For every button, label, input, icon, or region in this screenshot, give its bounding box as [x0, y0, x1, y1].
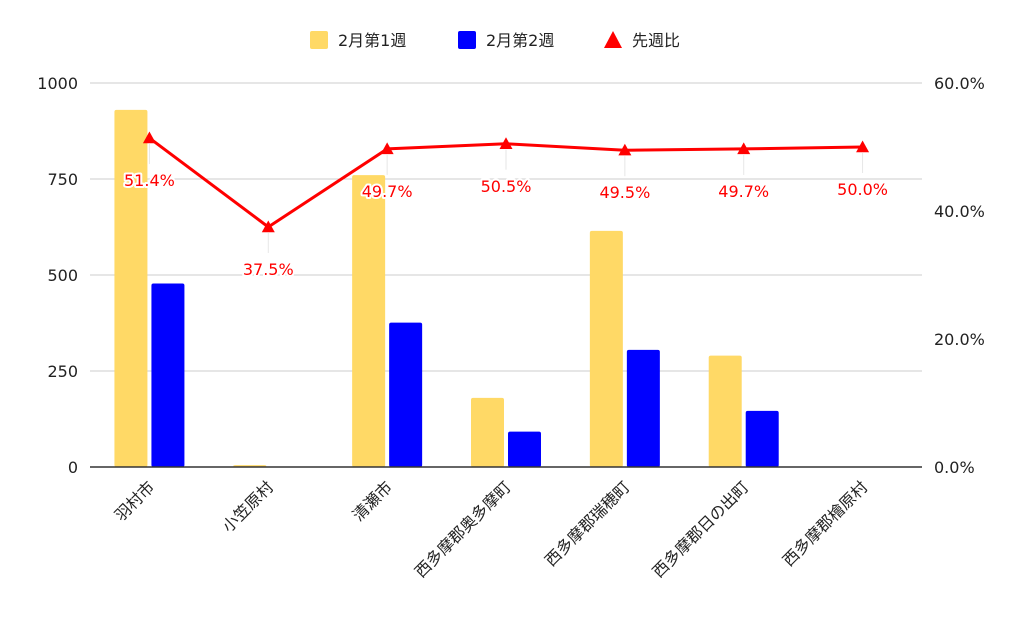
bar: [389, 322, 423, 467]
y-left-tick-label: 250: [47, 362, 78, 381]
bar: [708, 355, 742, 467]
legend-item: 2月第1週: [310, 31, 406, 50]
line-marker: [261, 220, 275, 233]
gridlines: [90, 82, 922, 372]
x-tick-label: 西多摩郡日の出町: [649, 477, 753, 581]
left-axis: 0 250 500 750 1000: [37, 74, 78, 477]
x-tick-label: 清瀬市: [349, 477, 396, 524]
bar: [114, 109, 148, 467]
data-label: 49.5%: [599, 183, 650, 202]
line-marker: [499, 137, 513, 149]
legend-label: 2月第1週: [338, 31, 406, 50]
y-right-tick-label: 20.0%: [934, 330, 985, 349]
bar: [589, 230, 623, 467]
line-series: 51.4% 37.5% 49.7% 50.5% 49.5% 49.7% 50.0%: [122, 131, 890, 281]
y-right-tick-label: 0.0%: [934, 458, 975, 477]
y-right-tick-label: 60.0%: [934, 74, 985, 93]
legend-label: 先週比: [632, 31, 680, 50]
bar: [508, 431, 541, 467]
x-axis-labels: 羽村市 小笠原村 清瀬市 西多摩郡奥多摩町 西多摩郡瑞穂町 西多摩郡日の出町 西多摩郡檜原村: [111, 477, 872, 581]
x-tick-label: 西多摩郡瑞穂町: [541, 477, 634, 570]
y-left-tick-label: 500: [47, 266, 78, 285]
legend-label: 2月第2週: [486, 31, 554, 50]
x-tick-label: 小笠原村: [218, 477, 277, 536]
bar: [352, 175, 386, 467]
bars: [114, 109, 779, 467]
bar: [745, 410, 779, 467]
legend-swatch: [458, 31, 476, 49]
x-tick-label: 羽村市: [111, 477, 158, 524]
data-label: 50.5%: [481, 177, 532, 196]
line-marker: [618, 143, 632, 156]
x-tick-label: 西多摩郡奥多摩町: [411, 477, 515, 581]
data-label: 49.7%: [362, 182, 413, 201]
legend-swatch: [604, 31, 622, 48]
x-tick-label: 西多摩郡檜原村: [779, 477, 872, 570]
bar: [471, 397, 504, 467]
legend-swatch: [310, 31, 328, 49]
line-marker: [737, 142, 751, 155]
bar: [626, 349, 660, 467]
line-marker: [380, 142, 394, 155]
bar: [151, 283, 185, 467]
legend: 2月第1週 2月第2週 先週比: [310, 31, 680, 50]
y-left-tick-label: 750: [47, 170, 78, 189]
data-label: 51.4%: [124, 171, 175, 190]
line-marker: [856, 140, 870, 153]
right-axis: 0.0% 20.0% 40.0% 60.0%: [934, 74, 985, 477]
y-left-tick-label: 1000: [37, 74, 78, 93]
y-left-tick-label: 0: [68, 458, 78, 477]
legend-item: 先週比: [604, 31, 680, 50]
data-label: 49.7%: [718, 182, 769, 201]
y-right-tick-label: 40.0%: [934, 202, 985, 221]
line-marker: [142, 131, 156, 144]
legend-item: 2月第2週: [458, 31, 554, 50]
data-label: 50.0%: [837, 180, 888, 199]
data-label: 37.5%: [243, 260, 294, 279]
